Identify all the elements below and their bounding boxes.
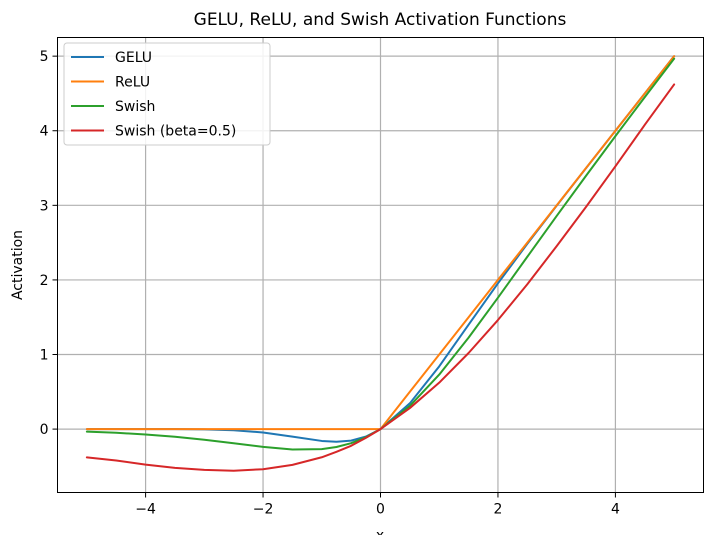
chart-title: GELU, ReLU, and Swish Activation Functio…: [194, 10, 567, 30]
legend-entry-label: GELU: [115, 50, 152, 66]
y-tick-label: 3: [40, 198, 49, 214]
y-tick-label: 4: [40, 124, 49, 140]
series-lines: [85, 55, 676, 472]
axis-ticks: −4 −2 0 2 4 0 1 2 3 4 5: [40, 49, 620, 517]
y-tick-label: 1: [40, 348, 49, 364]
x-tick-label: −4: [135, 502, 156, 518]
legend-entry-label: Swish: [115, 99, 155, 115]
x-tick-label: 4: [611, 502, 620, 518]
legend-box: [63, 42, 271, 146]
x-tick-label: −2: [253, 502, 274, 518]
x-tick-label: 2: [493, 502, 502, 518]
y-tick-label: 0: [40, 422, 49, 438]
series-line-3: [85, 83, 676, 472]
legend: GELU ReLU Swish Swish (beta=0.5): [63, 42, 271, 146]
x-tick-label: 0: [376, 502, 385, 518]
series-line-1: [85, 55, 676, 431]
y-axis-label: Activation: [10, 230, 26, 300]
x-axis-label: x: [376, 528, 384, 535]
y-tick-label: 2: [40, 273, 49, 289]
y-tick-label: 5: [40, 49, 49, 65]
legend-entry-label: ReLU: [115, 75, 150, 91]
grid: [57, 37, 704, 493]
legend-entry-label: Swish (beta=0.5): [115, 124, 236, 140]
